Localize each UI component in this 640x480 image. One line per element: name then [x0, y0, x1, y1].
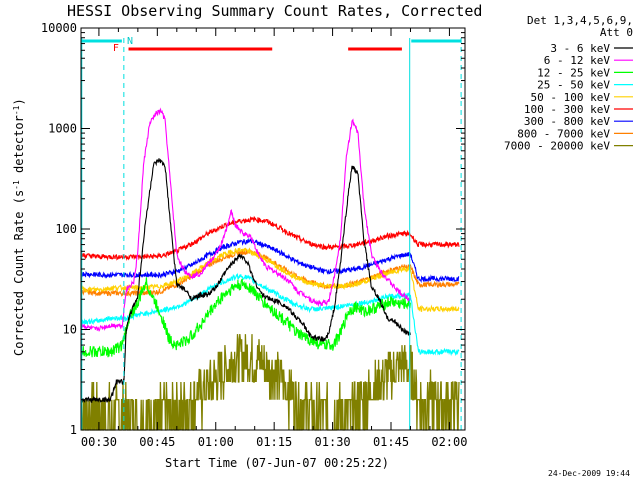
flag-label-n: N [127, 36, 133, 47]
x-tick-label: 01:45 [373, 435, 409, 449]
legend-header: Det 1,3,4,5,6,9, [527, 14, 633, 27]
legend-label-12-25-kev: 12 - 25 keV [537, 66, 610, 79]
timestamp: 24-Dec-2009 19:44 [548, 469, 630, 478]
x-tick-label: 01:15 [256, 435, 292, 449]
y-tick-label: 10 [63, 323, 77, 337]
x-axis-label: Start Time (07-Jun-07 00:25:22) [165, 456, 389, 470]
legend-label-3-6-kev: 3 - 6 keV [550, 42, 610, 55]
legend-label-300-800-kev: 300 - 800 keV [524, 115, 610, 128]
x-tick-label: 02:00 [431, 435, 467, 449]
legend-label-50-100-kev: 50 - 100 keV [531, 91, 611, 104]
series-12-25-kev [80, 277, 411, 358]
legend-label-800-7000-kev: 800 - 7000 keV [517, 127, 610, 140]
flag-label-f: F [113, 43, 119, 54]
legend-label-7000-20000-kev: 7000 - 20000 keV [504, 140, 610, 153]
chart-title: HESSI Observing Summary Count Rates, Cor… [67, 2, 482, 20]
y-tick-label: 1 [70, 423, 77, 437]
series-25-50-kev [80, 272, 460, 357]
series-6-12-kev [80, 107, 411, 332]
legend-label-100-300-kev: 100 - 300 keV [524, 103, 610, 116]
plot-area [80, 107, 460, 431]
series-100-300-kev [80, 215, 460, 262]
y-axis-label: Corrected Count Rate (s-1 detector-1) [12, 98, 27, 356]
legend-label-25-50-kev: 25 - 50 keV [537, 79, 610, 92]
x-tick-label: 01:30 [315, 435, 351, 449]
series-7000-20000-kev [80, 334, 460, 431]
y-tick-label: 1000 [48, 122, 77, 136]
y-tick-label: 10000 [41, 21, 77, 35]
x-tick-label: 00:45 [139, 435, 175, 449]
series-50-100-kev [80, 247, 460, 313]
legend-header: Att 0 [600, 26, 633, 39]
series-300-800-kev [80, 238, 460, 284]
axes: 1 10 100 1000 10000 00:30 00:45 01:00 01:15 01:30… [12, 21, 468, 449]
series-3-6-kev [80, 158, 411, 404]
x-tick-label: 00:30 [81, 435, 117, 449]
x-tick-label: 01:00 [198, 435, 234, 449]
legend-label-6-12-kev: 6 - 12 keV [544, 54, 611, 67]
y-tick-label: 100 [55, 222, 77, 236]
